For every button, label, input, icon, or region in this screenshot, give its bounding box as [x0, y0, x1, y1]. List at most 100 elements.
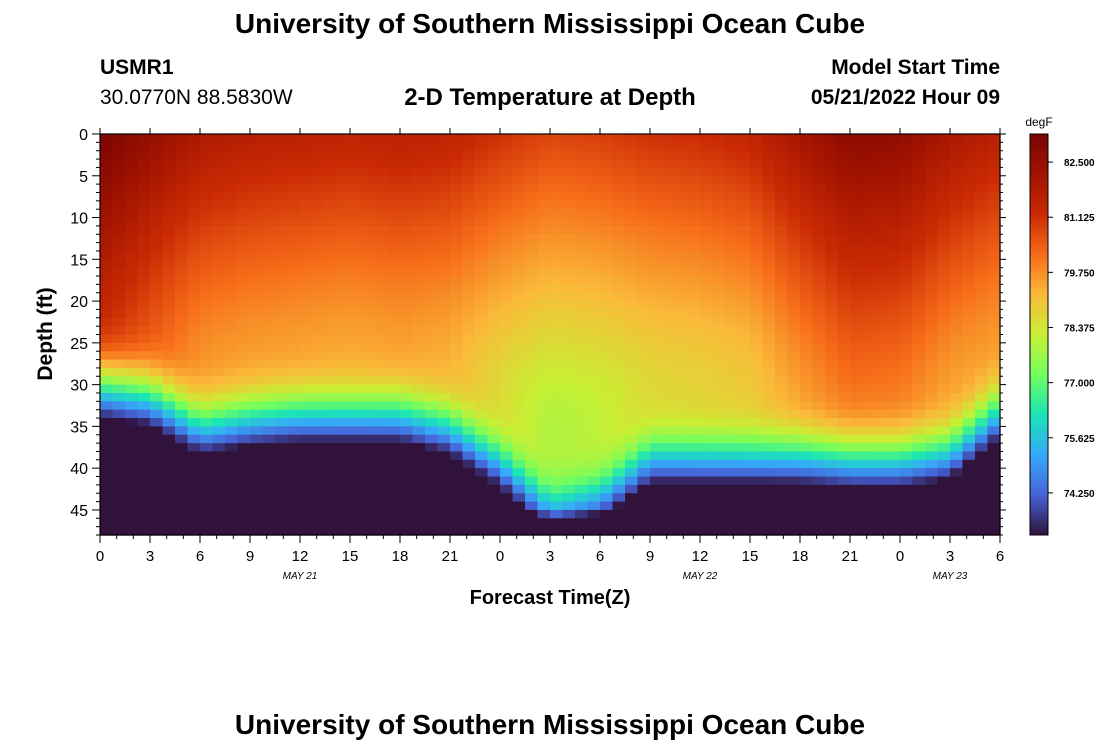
heatmap-cell — [975, 476, 989, 486]
heatmap-cell — [487, 276, 501, 285]
heatmap-cell — [812, 167, 826, 177]
heatmap-cell — [512, 267, 526, 277]
heatmap-cell — [887, 267, 901, 277]
heatmap-cell — [650, 217, 664, 227]
heatmap-cell — [537, 159, 551, 169]
heatmap-cell — [612, 250, 626, 260]
heatmap-cell — [687, 409, 701, 419]
heatmap-cell — [300, 284, 314, 294]
heatmap-cell — [650, 518, 664, 528]
heatmap-cell — [512, 250, 526, 260]
heatmap-cell — [537, 501, 551, 511]
heatmap-cell — [725, 426, 739, 436]
heatmap-cell — [625, 359, 639, 369]
heatmap-cell — [112, 426, 126, 436]
heatmap-cell — [662, 501, 676, 511]
heatmap-cell — [987, 150, 1001, 160]
heatmap-cell — [900, 234, 914, 244]
heatmap-cell — [262, 217, 276, 227]
heatmap-cell — [750, 250, 764, 260]
heatmap-cell — [725, 409, 739, 419]
heatmap-cell — [275, 134, 289, 143]
heatmap-cell — [425, 509, 439, 519]
heatmap-cell — [887, 509, 901, 519]
heatmap-cell — [487, 384, 501, 394]
heatmap-cell — [887, 292, 901, 302]
heatmap-cell — [650, 451, 664, 461]
heatmap-cell — [362, 217, 376, 227]
heatmap-cell — [262, 451, 276, 461]
heatmap-cell — [462, 184, 476, 194]
heatmap-cell — [937, 409, 951, 419]
heatmap-cell — [150, 426, 164, 436]
heatmap-cell — [887, 359, 901, 369]
heatmap-cell — [950, 351, 964, 361]
heatmap-cell — [987, 301, 1001, 311]
heatmap-cell — [575, 468, 589, 478]
heatmap-cell — [737, 376, 751, 386]
heatmap-cell — [687, 317, 701, 327]
heatmap-cell — [112, 301, 126, 311]
heatmap-cell — [537, 192, 551, 202]
heatmap-cell — [775, 459, 789, 469]
heatmap-cell — [737, 526, 751, 536]
heatmap-cell — [700, 451, 714, 461]
heatmap-cell — [387, 250, 401, 260]
heatmap-cell — [637, 501, 651, 511]
heatmap-cell — [475, 142, 489, 152]
heatmap-cell — [325, 376, 339, 386]
heatmap-cell — [737, 409, 751, 419]
heatmap-cell — [712, 392, 726, 402]
heatmap-cell — [562, 409, 576, 419]
heatmap-cell — [725, 326, 739, 336]
heatmap-cell — [187, 434, 201, 444]
heatmap-cell — [312, 134, 326, 143]
heatmap-cell — [375, 476, 389, 486]
heatmap-cell — [900, 276, 914, 285]
heatmap-cell — [812, 426, 826, 436]
heatmap-cell — [400, 376, 414, 386]
heatmap-cell — [862, 459, 876, 469]
heatmap-cell — [712, 384, 726, 394]
heatmap-cell — [537, 484, 551, 494]
heatmap-cell — [650, 209, 664, 219]
heatmap-cell — [875, 301, 889, 311]
heatmap-cell — [400, 509, 414, 519]
heatmap-cell — [737, 267, 751, 277]
heatmap-cell — [187, 426, 201, 436]
heatmap-cell — [512, 409, 526, 419]
heatmap-cell — [262, 334, 276, 344]
heatmap-cell — [950, 359, 964, 369]
heatmap-cell — [637, 359, 651, 369]
heatmap-cell — [512, 401, 526, 411]
heatmap-cell — [300, 484, 314, 494]
heatmap-cell — [925, 451, 939, 461]
heatmap-cell — [112, 409, 126, 419]
heatmap-cell — [787, 401, 801, 411]
heatmap-cell — [237, 250, 251, 260]
heatmap-cell — [325, 301, 339, 311]
heatmap-cell — [775, 267, 789, 277]
heatmap-cell — [537, 225, 551, 235]
heatmap-cell — [562, 142, 576, 152]
heatmap-cell — [862, 376, 876, 386]
heatmap-cell — [662, 284, 676, 294]
heatmap-cell — [237, 234, 251, 244]
heatmap-cell — [275, 509, 289, 519]
heatmap-cell — [375, 493, 389, 503]
heatmap-cell — [575, 401, 589, 411]
heatmap-cell — [800, 401, 814, 411]
heatmap-cell — [125, 434, 139, 444]
heatmap-cell — [162, 501, 176, 511]
heatmap-cell — [537, 150, 551, 160]
heatmap-cell — [437, 225, 451, 235]
heatmap-cell — [762, 518, 776, 528]
heatmap-cell — [525, 392, 539, 402]
x-tick-label: 12 — [292, 548, 309, 565]
heatmap-cell — [862, 309, 876, 319]
heatmap-cell — [675, 409, 689, 419]
heatmap-cell — [762, 225, 776, 235]
heatmap-cell — [350, 342, 364, 352]
heatmap-cell — [575, 209, 589, 219]
heatmap-cell — [937, 484, 951, 494]
